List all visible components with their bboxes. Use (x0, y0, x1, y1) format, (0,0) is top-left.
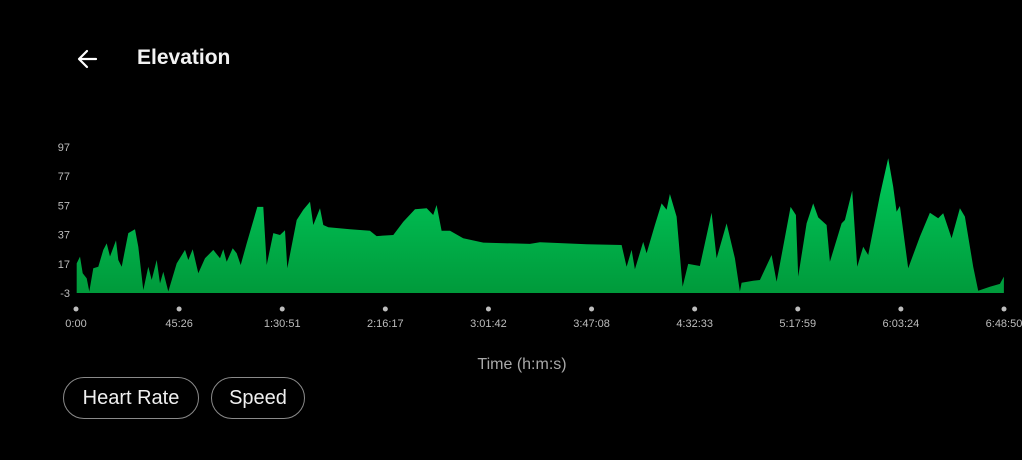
page-title: Elevation (137, 46, 231, 69)
x-tick-dot (589, 306, 595, 312)
elevation-chart: -3 17 37 57 77 97 0:00 45:26 1:30:51 2:16:17 3:01… (58, 142, 1022, 330)
x-tick-label: 5:17:59 (779, 318, 816, 330)
y-tick-label: 57 (58, 200, 70, 212)
x-tick-dot (176, 306, 182, 312)
x-tick-label: 0:00 (65, 318, 86, 330)
x-tick-dot (898, 306, 904, 312)
arrow-left-icon (77, 49, 98, 69)
x-tick-dot (795, 306, 801, 312)
y-tick-label: 77 (58, 171, 70, 183)
x-tick-dot (73, 306, 79, 312)
y-tick-label: 97 (58, 142, 70, 154)
x-tick-label: 1:30:51 (264, 318, 301, 330)
x-tick-dot (485, 306, 491, 312)
y-tick-label: -3 (60, 288, 70, 300)
y-tick-label: 17 (58, 259, 70, 271)
x-tick-label: 3:01:42 (470, 318, 507, 330)
heart-rate-button[interactable]: Heart Rate (63, 377, 199, 419)
y-axis: -3 17 37 57 77 97 (58, 142, 70, 300)
heart-rate-label: Heart Rate (82, 386, 180, 409)
x-tick-dot (692, 306, 698, 312)
x-axis-title: Time (h:m:s) (477, 356, 567, 373)
speed-label: Speed (229, 386, 287, 409)
x-tick-label: 4:32:33 (676, 318, 713, 330)
x-tick-dot (279, 306, 285, 312)
x-tick-label: 3:47:08 (573, 318, 610, 330)
y-tick-label: 37 (58, 230, 70, 242)
speed-button[interactable]: Speed (211, 377, 305, 419)
back-button[interactable] (74, 46, 102, 72)
elevation-area (76, 158, 1004, 293)
x-tick-label: 6:03:24 (883, 318, 920, 330)
x-tick-dot (382, 306, 388, 312)
x-axis: 0:00 45:26 1:30:51 2:16:17 3:01:42 3:47:08 4:3… (65, 306, 1022, 330)
x-tick-label: 6:48:50 (986, 318, 1022, 330)
x-tick-label: 45:26 (165, 318, 193, 330)
x-tick-dot (1001, 306, 1007, 312)
x-tick-label: 2:16:17 (367, 318, 404, 330)
